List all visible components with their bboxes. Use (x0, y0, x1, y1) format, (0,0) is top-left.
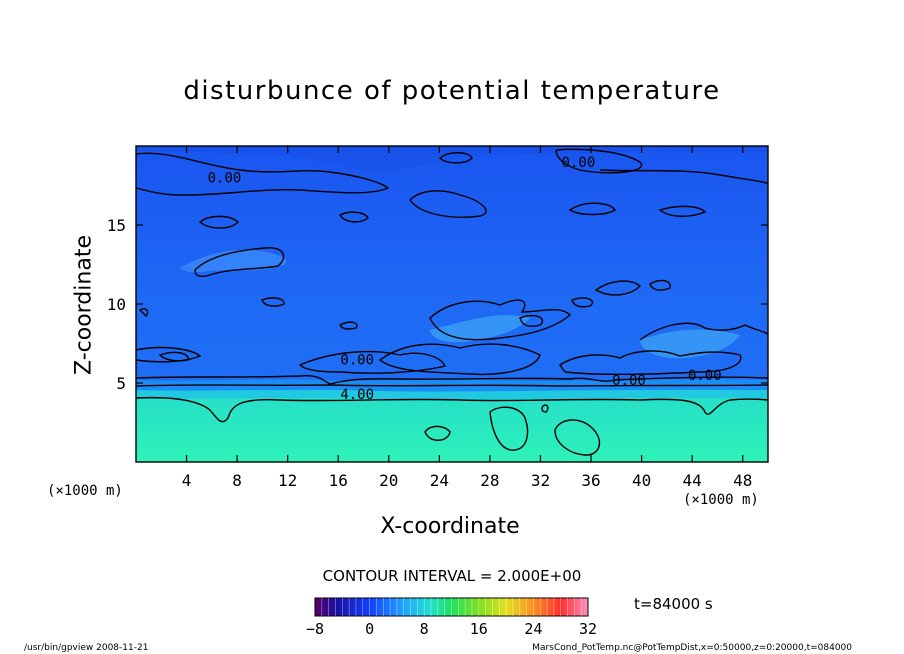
contour-label: 0.00 (562, 155, 596, 171)
x-tick-label: 12 (278, 471, 297, 490)
y-tick-label: 10 (107, 295, 126, 314)
x-axis: 4 8 12 16 20 24 28 32 36 40 44 48 (182, 146, 752, 490)
colorbar-tick-label: 0 (365, 620, 374, 638)
colorbar: −8 0 8 16 24 32 (306, 597, 597, 638)
contour-label: 0.00 (612, 373, 646, 389)
contour-label: 4.00 (340, 387, 374, 403)
time-label: t=84000 s (634, 595, 713, 613)
contour-labels: 0.00 0.00 0.00 0.00 0.00 4.00 (208, 155, 722, 403)
footer-left-text: /usr/bin/gpview 2008-11-21 (24, 643, 149, 653)
contour-label: 0.00 (208, 171, 242, 187)
x-tick-label: 32 (531, 471, 550, 490)
y-tick-label: 15 (107, 216, 126, 235)
chart-title: disturbunce of potential temperature (183, 76, 721, 106)
colorbar-tick-label: −8 (306, 620, 324, 638)
x-tick-label: 24 (430, 471, 449, 490)
y-axis: 5 10 15 (107, 216, 768, 393)
y-tick-label: 5 (116, 374, 126, 393)
colorbar-tick-label: 16 (470, 620, 488, 638)
x-tick-label: 28 (480, 471, 499, 490)
contour-label: 0.00 (688, 368, 722, 384)
colorbar-tick-label: 8 (420, 620, 429, 638)
x-tick-label: 8 (232, 471, 242, 490)
x-tick-label: 40 (632, 471, 651, 490)
heatmap-field (136, 146, 768, 462)
x-tick-label: 44 (683, 471, 702, 490)
contour-lines (136, 148, 768, 456)
contour-label: 0.00 (340, 352, 374, 368)
x-unit-label-left: (×1000 m) (47, 483, 123, 499)
x-tick-label: 48 (733, 471, 752, 490)
x-tick-label: 20 (379, 471, 398, 490)
y-axis-title: Z-coordinate (71, 235, 97, 375)
x-tick-label: 4 (182, 471, 192, 490)
colorbar-tick-label: 32 (579, 620, 597, 638)
x-axis-title: X-coordinate (380, 514, 520, 539)
colorbar-tick-label: 24 (524, 620, 542, 638)
x-tick-label: 16 (329, 471, 348, 490)
contour-interval-label: CONTOUR INTERVAL = 2.000E+00 (322, 567, 582, 585)
footer-right-text: MarsCond_PotTemp.nc@PotTempDist,x=0:5000… (532, 643, 852, 653)
x-tick-label: 36 (581, 471, 600, 490)
x-unit-label-right: (×1000 m) (683, 492, 759, 508)
